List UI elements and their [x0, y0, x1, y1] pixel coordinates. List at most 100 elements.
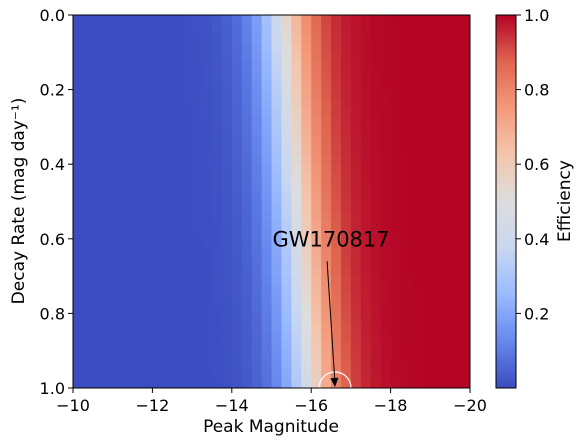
heatmap-cell	[410, 257, 421, 268]
heatmap-cell	[251, 154, 263, 165]
heatmap-cell	[112, 89, 124, 100]
heatmap-cell	[321, 294, 332, 305]
heatmap-cell	[271, 229, 283, 240]
heatmap-cell	[122, 276, 134, 287]
heatmap-cell	[450, 89, 461, 100]
heatmap-cell	[251, 350, 263, 361]
heatmap-cell	[370, 182, 382, 193]
heatmap-cell	[221, 33, 233, 44]
heatmap-cell	[460, 89, 470, 100]
heatmap-cell	[73, 117, 84, 128]
heatmap-cell	[271, 360, 283, 370]
heatmap-cell	[350, 313, 362, 324]
heatmap-cell	[172, 313, 183, 324]
heatmap-cell	[331, 70, 342, 81]
heatmap-cell	[440, 61, 451, 72]
heatmap-cell	[152, 70, 163, 81]
heatmap-cell	[360, 154, 372, 165]
heatmap-cell	[211, 332, 223, 342]
heatmap-cell	[420, 248, 431, 259]
heatmap-cell	[202, 238, 213, 249]
heatmap-cell	[132, 304, 144, 314]
heatmap-cell	[82, 70, 94, 81]
heatmap-cell	[251, 98, 263, 109]
heatmap-cell	[82, 294, 94, 305]
y-axis-label: Decay Rate (mag day⁻¹)	[9, 98, 29, 305]
heatmap-cell	[92, 378, 104, 388]
heatmap-cell	[112, 52, 124, 63]
heatmap-cell	[172, 98, 183, 109]
heatmap-cell	[380, 313, 392, 324]
heatmap-cell	[440, 70, 451, 81]
heatmap-cell	[370, 248, 382, 259]
heatmap-cell	[370, 332, 382, 342]
heatmap-cell	[340, 229, 352, 240]
heatmap-cell	[73, 164, 84, 175]
heatmap-cell	[360, 304, 372, 314]
heatmap-cell	[440, 52, 451, 63]
heatmap-cell	[281, 192, 292, 203]
heatmap-cell	[440, 248, 451, 259]
heatmap-cell	[162, 154, 173, 165]
heatmap-cell	[460, 24, 470, 35]
heatmap-cell	[460, 360, 470, 370]
heatmap-cell	[112, 322, 124, 333]
heatmap-cell	[92, 266, 104, 277]
heatmap-cell	[221, 378, 233, 388]
heatmap-cell	[162, 126, 173, 137]
heatmap-cell	[82, 220, 94, 231]
heatmap-cell	[311, 182, 322, 193]
heatmap-cell	[152, 24, 163, 35]
heatmap-cell	[221, 210, 233, 221]
heatmap-cell	[202, 350, 213, 361]
heatmap-cell	[291, 304, 302, 314]
heatmap-cell	[350, 350, 362, 361]
heatmap-cell	[360, 15, 372, 25]
heatmap-cell	[410, 89, 421, 100]
heatmap-cell	[241, 52, 253, 63]
heatmap-cell	[400, 70, 412, 81]
heatmap-cell	[301, 313, 312, 324]
heatmap-cell	[221, 350, 233, 361]
heatmap-cell	[142, 257, 153, 268]
heatmap-cell	[82, 266, 94, 277]
heatmap-cell	[112, 313, 124, 324]
heatmap-cell	[291, 108, 302, 119]
heatmap-cell	[261, 313, 273, 324]
heatmap-cell	[400, 350, 412, 361]
heatmap-cell	[301, 369, 312, 380]
heatmap-cell	[410, 369, 421, 380]
heatmap-cell	[440, 98, 451, 109]
heatmap-cell	[430, 192, 441, 203]
heatmap-cell	[301, 52, 312, 63]
heatmap-cell	[202, 248, 213, 259]
heatmap-cell	[311, 276, 322, 287]
heatmap-cell	[152, 136, 163, 147]
heatmap-cell	[400, 332, 412, 342]
heatmap-cell	[192, 257, 203, 268]
heatmap-cell	[142, 61, 153, 72]
heatmap-cell	[192, 322, 203, 333]
heatmap-cell	[122, 378, 134, 388]
heatmap-cell	[420, 341, 431, 352]
heatmap-cell	[182, 15, 193, 25]
heatmap-cell	[192, 201, 203, 212]
heatmap-cell	[132, 313, 144, 324]
heatmap-cell	[192, 360, 203, 370]
heatmap-cell	[142, 304, 153, 314]
heatmap-cell	[420, 89, 431, 100]
heatmap-cell	[92, 98, 104, 109]
heatmap-cell	[241, 378, 253, 388]
heatmap-cell	[410, 322, 421, 333]
heatmap-cell	[370, 70, 382, 81]
heatmap-cell	[192, 192, 203, 203]
heatmap-cell	[301, 294, 312, 305]
heatmap-cell	[340, 360, 352, 370]
heatmap-cell	[271, 220, 283, 231]
heatmap-cell	[450, 173, 461, 184]
heatmap-cell	[390, 332, 402, 342]
heatmap-cell	[420, 108, 431, 119]
heatmap-cell	[92, 220, 104, 231]
heatmap-cell	[152, 229, 163, 240]
heatmap-cell	[202, 24, 213, 35]
